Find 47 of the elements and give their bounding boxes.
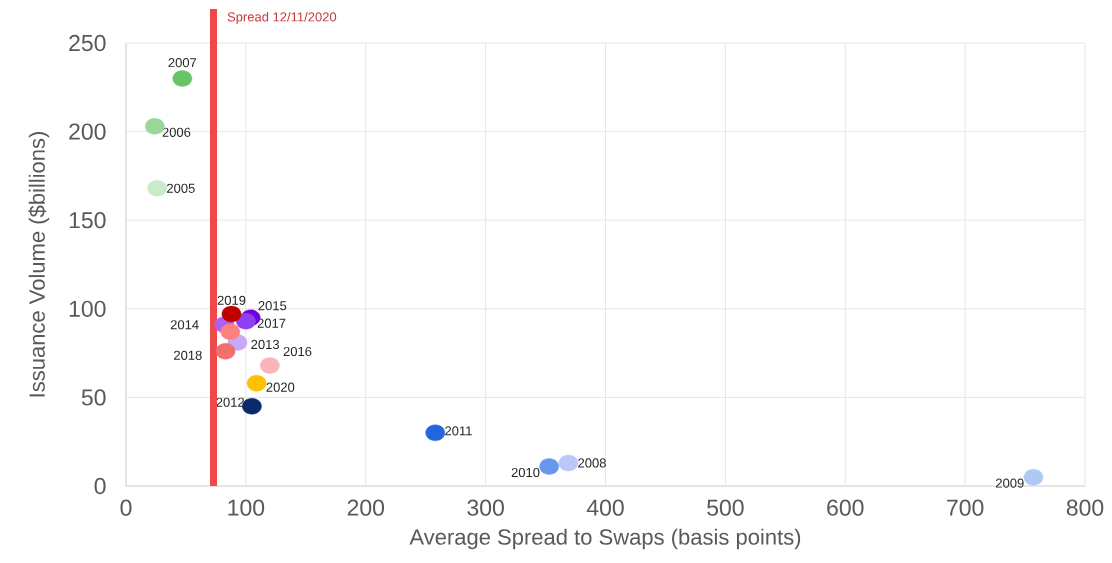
point bbox=[215, 343, 236, 360]
x-tick-label: 0 bbox=[120, 499, 132, 516]
series-label: 2005 bbox=[167, 183, 195, 193]
series-label: 2015 bbox=[258, 301, 287, 311]
series-label: 2016 bbox=[283, 346, 312, 357]
point bbox=[246, 375, 267, 392]
ref-line-label: Spread 12/11/2020 bbox=[227, 11, 337, 25]
x-tick-label: 100 bbox=[228, 499, 265, 516]
point bbox=[260, 357, 280, 374]
point bbox=[236, 313, 256, 330]
x-tick-label: 600 bbox=[827, 499, 864, 516]
x-tick-label: 500 bbox=[707, 499, 744, 516]
point bbox=[425, 424, 446, 442]
x-tick-label: 300 bbox=[467, 499, 504, 516]
y-tick-label: 50 bbox=[81, 389, 106, 406]
series-label: 2013 bbox=[251, 339, 280, 350]
series-label: 2012 bbox=[216, 397, 244, 407]
series-label: 2009 bbox=[996, 478, 1024, 488]
point bbox=[242, 398, 262, 415]
series-label: 2017 bbox=[257, 318, 286, 328]
y-tick-label: 0 bbox=[94, 477, 106, 495]
x-tick-label: 800 bbox=[1066, 499, 1104, 516]
series-label: 2019 bbox=[217, 295, 246, 305]
y-tick-label: 250 bbox=[69, 34, 106, 52]
y-tick-label: 150 bbox=[69, 212, 106, 229]
point bbox=[539, 458, 559, 475]
x-tick-label: 200 bbox=[347, 499, 385, 516]
x-axis-title: Average Spread to Swaps (basis points) bbox=[409, 528, 801, 550]
x-tick-label: 700 bbox=[947, 499, 984, 516]
series-label: 2008 bbox=[578, 458, 606, 468]
point bbox=[221, 305, 242, 323]
series-label: 2011 bbox=[445, 426, 472, 436]
series-label: 2018 bbox=[174, 350, 202, 360]
series-label: 2014 bbox=[170, 320, 199, 330]
y-tick-label: 200 bbox=[69, 123, 106, 140]
point bbox=[558, 454, 579, 472]
point bbox=[220, 323, 241, 341]
y-axis-title: Issuance Volume ($billions) bbox=[28, 132, 50, 397]
point bbox=[147, 180, 167, 197]
point bbox=[1023, 468, 1044, 486]
point bbox=[172, 70, 193, 87]
series-label: 2006 bbox=[162, 127, 191, 137]
series-label: 2007 bbox=[168, 58, 197, 68]
series-label: 2020 bbox=[266, 382, 295, 392]
series-label: 2010 bbox=[511, 467, 540, 478]
y-tick-label: 100 bbox=[69, 300, 106, 317]
x-tick-label: 400 bbox=[586, 499, 624, 516]
